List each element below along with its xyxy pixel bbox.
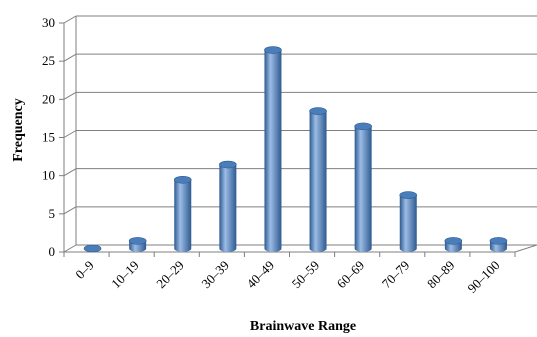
bar-body — [174, 179, 192, 252]
floor-edge — [514, 244, 537, 253]
bar-top — [264, 46, 282, 54]
gridline-side — [63, 206, 77, 215]
bar — [444, 237, 463, 252]
x-tick-label: 70–79 — [379, 258, 413, 292]
bar-top — [399, 191, 418, 199]
x-tick-label: 0–9 — [72, 258, 96, 282]
bar-body — [399, 195, 417, 252]
bar — [489, 237, 508, 252]
x-tick-label: 60–69 — [334, 258, 368, 292]
x-tick-label: 50–59 — [289, 258, 323, 292]
gridline-side — [63, 244, 77, 253]
bar — [354, 122, 372, 252]
y-tick-label: 30 — [42, 15, 55, 30]
bar — [128, 237, 147, 252]
y-tick-labels: 0 5 10 15 20 25 30 — [42, 15, 55, 259]
bar-body — [309, 111, 327, 252]
bar — [309, 107, 327, 252]
y-axis-title: Frequency — [11, 98, 26, 162]
x-tick-label: 30–39 — [198, 258, 232, 292]
bar-top — [489, 237, 508, 245]
bar-body — [219, 164, 237, 252]
bar — [219, 160, 237, 252]
x-axis-title: Brainwave Range — [250, 319, 356, 334]
bar-body — [264, 50, 282, 253]
y-tick-label: 0 — [49, 244, 56, 259]
y-tick-label: 10 — [42, 168, 55, 183]
gridline-side — [63, 15, 77, 24]
gridline-side — [63, 130, 77, 138]
bar-top — [219, 160, 237, 169]
axes — [59, 16, 537, 257]
gridline-side — [63, 53, 77, 62]
bar — [173, 176, 192, 252]
y-tick-label: 20 — [42, 91, 55, 106]
x-tick-label: 40–49 — [243, 258, 277, 292]
bar-top — [128, 237, 147, 245]
bar-top — [83, 244, 102, 253]
bar — [264, 46, 282, 253]
x-tick-label: 80–89 — [424, 258, 458, 292]
y-tick-label: 15 — [42, 130, 55, 145]
bar-top — [444, 237, 463, 245]
x-tick-label: 10–19 — [108, 258, 142, 292]
grid — [63, 15, 537, 253]
y-tick-label: 5 — [49, 206, 56, 221]
bar-top — [309, 107, 327, 115]
gridline-side — [63, 91, 77, 100]
x-tick-labels: 0–9 10–19 20–29 30–39 40–49 50–59 60–69 70–79 80… — [72, 258, 502, 296]
x-tick-label: 90–100 — [464, 258, 502, 296]
bar — [83, 244, 102, 253]
bar — [399, 191, 418, 252]
bar-top — [173, 176, 192, 184]
x-tick-label: 20–29 — [153, 258, 187, 292]
y-tick-label: 25 — [42, 53, 55, 68]
bars — [83, 46, 508, 253]
bar-body — [354, 126, 372, 252]
gridline-side — [63, 168, 77, 177]
bar-top — [354, 122, 372, 131]
